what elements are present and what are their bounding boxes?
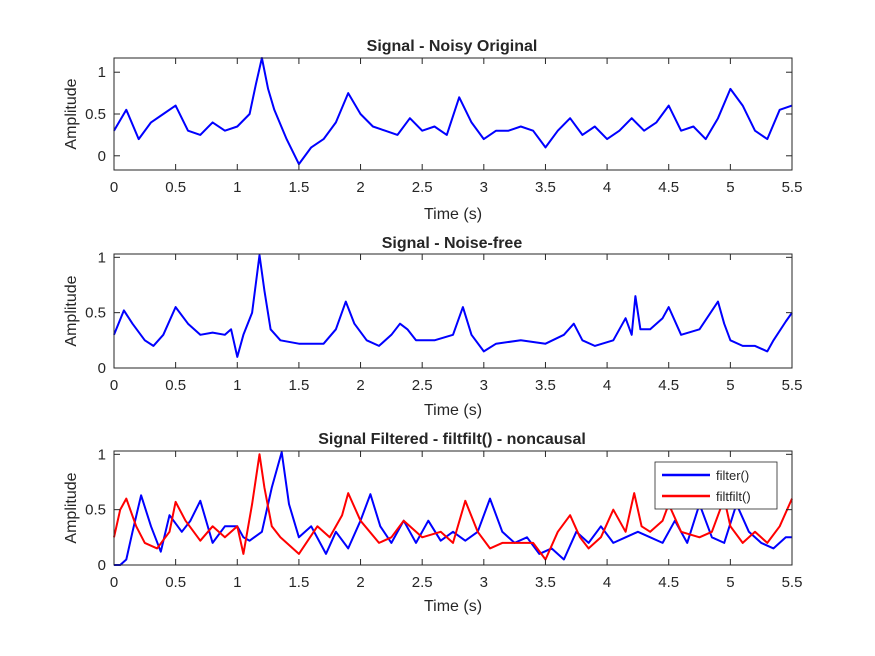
- y-tick-label: 1: [98, 249, 106, 266]
- x-tick-label: 3.5: [535, 377, 556, 394]
- x-tick-label: 5: [726, 574, 734, 591]
- x-tick-label: 5.5: [782, 574, 803, 591]
- series-line-0: [113, 57, 793, 166]
- x-tick-label: 0.5: [165, 377, 186, 394]
- x-tick-label: 2.5: [412, 179, 433, 196]
- axes-box: [113, 450, 793, 566]
- y-tick-label: 0.5: [85, 106, 106, 123]
- legend: filter() filtfilt(): [654, 461, 778, 510]
- legend-label-filtfilt: filtfilt(): [716, 489, 751, 504]
- x-tick-label: 1.5: [288, 179, 309, 196]
- y-tick-label: 1: [98, 446, 106, 463]
- subplot-noise-free: Signal - Noise-free 0 0.5 1 1.5 2 2.5 3 3.5 4 4.5…: [63, 235, 802, 419]
- x-tick-label: 5: [726, 377, 734, 394]
- x-tick-label: 2: [356, 377, 364, 394]
- series-line-0: [114, 451, 792, 566]
- x-tick-label: 1.5: [288, 574, 309, 591]
- ticks-layer: 0 0.5 1 1.5 2 2.5 3 3.5 4 4.5 5 5.5 0 0.5 1: [85, 446, 802, 591]
- x-tick-label: 3.5: [535, 179, 556, 196]
- x-axis-label: Time (s): [424, 402, 482, 419]
- y-tick-label: 0: [98, 557, 106, 574]
- x-tick-label: 1.5: [288, 377, 309, 394]
- y-tick-label: 0.5: [85, 305, 106, 322]
- legend-label-filter: filter(): [716, 468, 749, 483]
- ticks-layer: 0 0.5 1 1.5 2 2.5 3 3.5 4 4.5 5 5.5 0 0.5 1: [85, 58, 802, 196]
- series-layer: [113, 57, 793, 166]
- axes-box: [113, 253, 793, 369]
- series-line-0: [113, 254, 793, 358]
- y-tick-label: 0: [98, 148, 106, 165]
- x-tick-label: 2.5: [412, 574, 433, 591]
- x-tick-label: 3: [480, 574, 488, 591]
- y-tick-label: 0.5: [85, 502, 106, 519]
- x-tick-label: 3.5: [535, 574, 556, 591]
- x-tick-label: 4.5: [658, 574, 679, 591]
- subplot-title: Signal - Noisy Original: [367, 38, 538, 55]
- subplot-noisy-original: Signal - Noisy Original 0 0.5 1 1.5 2 2.5 3 3.5…: [63, 38, 802, 223]
- x-tick-label: 4: [603, 574, 611, 591]
- y-axis-label: Amplitude: [63, 472, 80, 543]
- x-tick-label: 0.5: [165, 574, 186, 591]
- y-tick-label: 0: [98, 360, 106, 377]
- ticks-layer: 0 0.5 1 1.5 2 2.5 3 3.5 4 4.5 5 5.5 0 0.5 1: [85, 249, 802, 394]
- x-tick-label: 2: [356, 179, 364, 196]
- x-tick-label: 4: [603, 377, 611, 394]
- x-tick-label: 4.5: [658, 179, 679, 196]
- x-tick-label: 3: [480, 179, 488, 196]
- x-tick-label: 0: [110, 377, 118, 394]
- x-tick-label: 2: [356, 574, 364, 591]
- x-tick-label: 3: [480, 377, 488, 394]
- series-layer: [113, 254, 793, 358]
- x-tick-label: 0: [110, 574, 118, 591]
- x-tick-label: 1: [233, 574, 241, 591]
- x-tick-label: 5.5: [782, 377, 803, 394]
- y-tick-label: 1: [98, 64, 106, 81]
- x-tick-label: 5.5: [782, 179, 803, 196]
- subplot-filtered: Signal Filtered - filtfilt() - noncausal…: [63, 431, 802, 615]
- x-tick-label: 4: [603, 179, 611, 196]
- subplot-title: Signal Filtered - filtfilt() - noncausal: [318, 431, 586, 448]
- x-axis-label: Time (s): [424, 598, 482, 615]
- x-tick-label: 5: [726, 179, 734, 196]
- legend-box: [654, 461, 778, 510]
- x-tick-label: 1: [233, 377, 241, 394]
- x-tick-label: 0.5: [165, 179, 186, 196]
- y-axis-label: Amplitude: [63, 78, 80, 149]
- subplot-title: Signal - Noise-free: [382, 235, 523, 252]
- x-tick-label: 0: [110, 179, 118, 196]
- x-tick-label: 1: [233, 179, 241, 196]
- y-axis-label: Amplitude: [63, 275, 80, 346]
- x-axis-label: Time (s): [424, 206, 482, 223]
- x-tick-label: 4.5: [658, 377, 679, 394]
- x-tick-label: 2.5: [412, 377, 433, 394]
